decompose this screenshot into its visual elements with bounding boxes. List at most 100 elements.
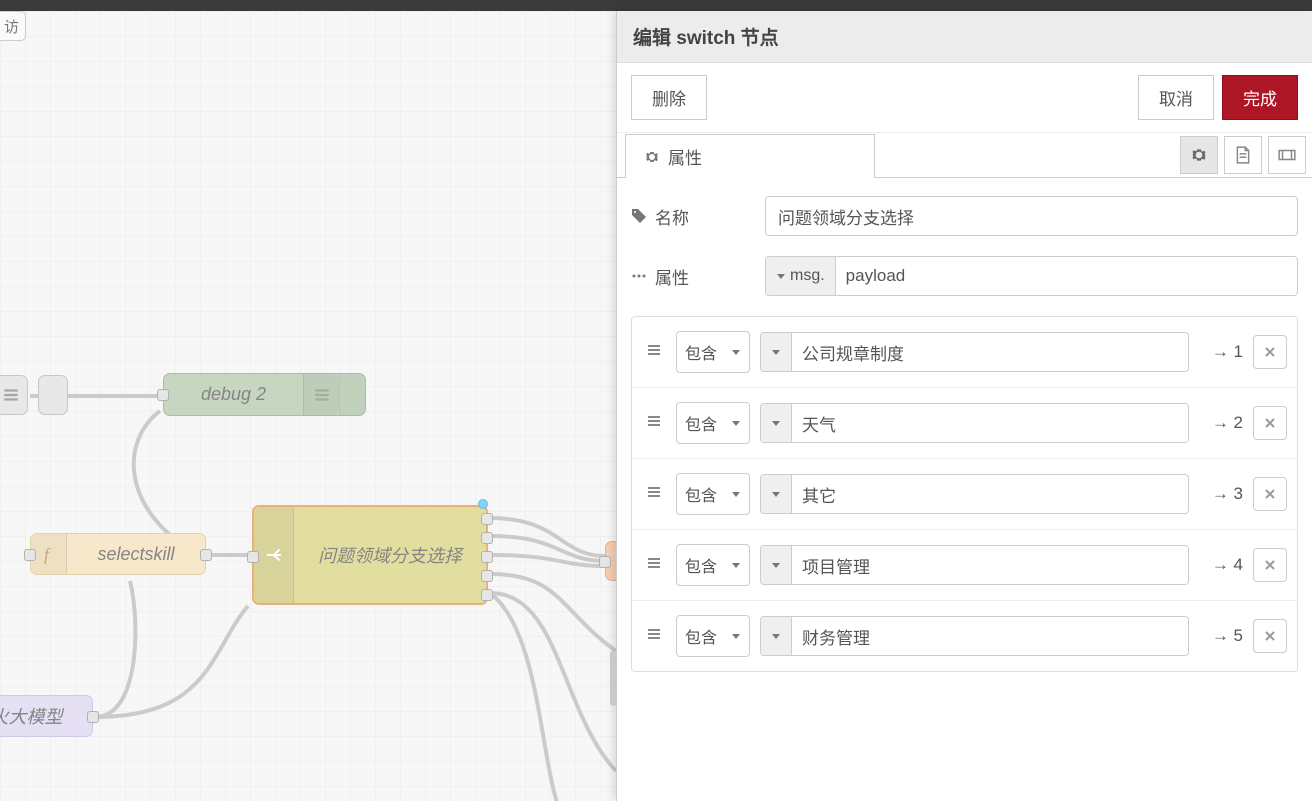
ellipsis-icon	[631, 268, 647, 284]
tag-icon	[631, 208, 647, 224]
rule-operator-label: 包含	[685, 340, 717, 364]
rule-operator-select[interactable]: 包含	[676, 331, 750, 373]
port-in[interactable]	[247, 551, 259, 563]
node-debug-label: debug 2	[164, 384, 303, 405]
debug-toggle[interactable]	[339, 374, 365, 415]
panel-resize-handle[interactable]	[610, 651, 617, 706]
port-out-1[interactable]	[481, 513, 493, 525]
rule-delete-button[interactable]	[1253, 335, 1287, 369]
port-out-4[interactable]	[481, 570, 493, 582]
editor-title: 编辑 switch 节点	[617, 11, 1312, 63]
caret-down-icon	[771, 631, 781, 641]
node-link-1[interactable]	[0, 375, 28, 415]
port-out-3[interactable]	[481, 551, 493, 563]
port-out-2[interactable]	[481, 532, 493, 544]
cropped-tab-text: 访	[4, 16, 19, 37]
node-link-2[interactable]	[38, 375, 68, 415]
port-out-5[interactable]	[481, 589, 493, 601]
close-icon	[1264, 630, 1276, 642]
caret-down-icon	[731, 418, 741, 428]
rule-type-button[interactable]	[761, 333, 792, 371]
port-in[interactable]	[157, 389, 169, 401]
node-function[interactable]: f selectskill	[30, 533, 206, 575]
node-debug[interactable]: debug 2	[163, 373, 366, 416]
rule-delete-button[interactable]	[1253, 548, 1287, 582]
drag-handle-icon[interactable]	[642, 484, 666, 505]
svg-text:f: f	[44, 544, 51, 564]
rule-value-input[interactable]	[792, 475, 1188, 513]
close-icon	[1264, 488, 1276, 500]
node-model[interactable]: 火大模型	[0, 695, 93, 737]
caret-down-icon	[771, 489, 781, 499]
app-topbar	[0, 0, 1312, 11]
caret-down-icon	[731, 347, 741, 357]
property-label: 属性	[631, 264, 751, 289]
rule-type-button[interactable]	[761, 617, 792, 655]
drag-handle-icon[interactable]	[642, 626, 666, 647]
rule-value-input[interactable]	[792, 546, 1188, 584]
rule-operator-select[interactable]: 包含	[676, 473, 750, 515]
caret-down-icon	[731, 489, 741, 499]
port-out[interactable]	[87, 711, 99, 723]
rule-type-button[interactable]	[761, 404, 792, 442]
tab-icon-appearance[interactable]	[1268, 136, 1306, 174]
rule-delete-button[interactable]	[1253, 619, 1287, 653]
port-out[interactable]	[200, 549, 212, 561]
node-model-label: 火大模型	[0, 703, 92, 729]
rule-type-button[interactable]	[761, 475, 792, 513]
port-in[interactable]	[599, 556, 611, 568]
caret-down-icon	[771, 347, 781, 357]
node-orange-cropped[interactable]	[605, 541, 616, 581]
cancel-button[interactable]: 取消	[1138, 75, 1214, 120]
rule-type-button[interactable]	[761, 546, 792, 584]
rule-delete-button[interactable]	[1253, 406, 1287, 440]
rule-row: 包含 → 5	[632, 601, 1297, 671]
rule-operator-label: 包含	[685, 553, 717, 577]
delete-button[interactable]: 删除	[631, 75, 707, 120]
property-type-button[interactable]: msg.	[766, 257, 836, 295]
rule-operator-select[interactable]: 包含	[676, 544, 750, 586]
node-switch-label: 问题领域分支选择	[294, 542, 486, 568]
drag-handle-icon[interactable]	[642, 555, 666, 576]
gear-icon	[644, 149, 660, 165]
property-value-input[interactable]	[836, 257, 1297, 295]
rule-output-index: → 1	[1199, 342, 1243, 362]
rule-delete-button[interactable]	[1253, 477, 1287, 511]
caret-down-icon	[776, 271, 786, 281]
rule-value-input[interactable]	[792, 617, 1188, 655]
flow-canvas[interactable]: debug 2 f selectskill 问题领域分支选择	[0, 11, 616, 801]
rule-row: 包含 → 3	[632, 459, 1297, 530]
rule-output-index: → 4	[1199, 555, 1243, 575]
tab-icon-settings[interactable]	[1180, 136, 1218, 174]
close-icon	[1264, 559, 1276, 571]
rule-operator-label: 包含	[685, 624, 717, 648]
gear-icon	[1190, 146, 1208, 164]
property-type-label: msg.	[790, 267, 825, 285]
rule-operator-label: 包含	[685, 411, 717, 435]
node-function-label: selectskill	[67, 544, 205, 565]
rule-output-index: → 3	[1199, 484, 1243, 504]
tab-icon-description[interactable]	[1224, 136, 1262, 174]
rule-value-input[interactable]	[792, 404, 1188, 442]
caret-down-icon	[771, 418, 781, 428]
name-input[interactable]	[765, 196, 1298, 236]
file-icon	[1234, 146, 1252, 164]
rule-value-input[interactable]	[792, 333, 1188, 371]
tab-properties[interactable]: 属性	[625, 134, 875, 178]
caret-down-icon	[731, 631, 741, 641]
port-in[interactable]	[24, 549, 36, 561]
switch-icon	[254, 507, 294, 603]
rule-operator-label: 包含	[685, 482, 717, 506]
drag-handle-icon[interactable]	[642, 413, 666, 434]
node-switch[interactable]: 问题领域分支选择	[252, 505, 488, 605]
cropped-tab[interactable]: 访	[0, 11, 26, 41]
drag-handle-icon[interactable]	[642, 342, 666, 363]
rule-operator-select[interactable]: 包含	[676, 402, 750, 444]
rule-output-index: → 5	[1199, 626, 1243, 646]
rule-operator-select[interactable]: 包含	[676, 615, 750, 657]
close-icon	[1264, 417, 1276, 429]
node-changed-dot	[478, 499, 488, 509]
done-button[interactable]: 完成	[1222, 75, 1298, 120]
debug-icon	[303, 374, 339, 415]
caret-down-icon	[771, 560, 781, 570]
